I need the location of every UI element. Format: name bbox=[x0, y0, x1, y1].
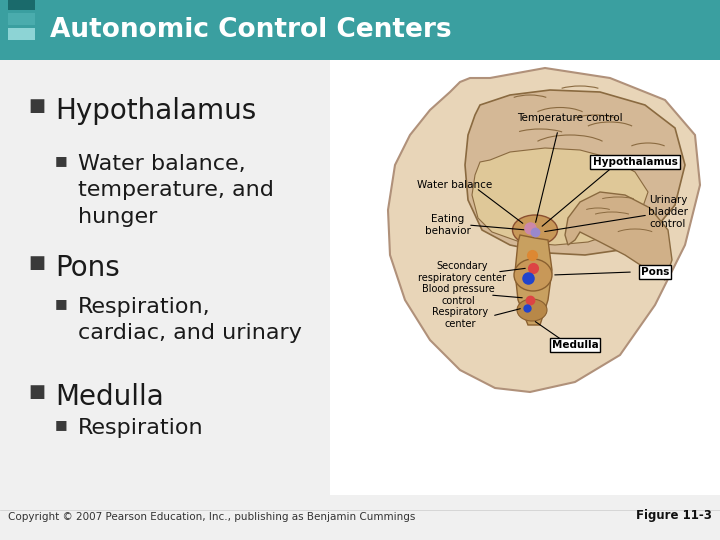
Text: Eating
behavior: Eating behavior bbox=[425, 214, 471, 236]
Text: ■: ■ bbox=[55, 418, 68, 431]
Text: Medulla: Medulla bbox=[55, 383, 163, 411]
Ellipse shape bbox=[513, 215, 557, 245]
Bar bbox=[8, 0, 35, 10]
Text: ■: ■ bbox=[28, 383, 45, 401]
Text: Blood pressure
control: Blood pressure control bbox=[422, 284, 495, 306]
Text: Hypothalamus: Hypothalamus bbox=[55, 97, 256, 125]
Ellipse shape bbox=[525, 241, 545, 259]
Text: Pons: Pons bbox=[55, 254, 120, 282]
Text: Respiration,
cardiac, and urinary: Respiration, cardiac, and urinary bbox=[78, 297, 302, 343]
Ellipse shape bbox=[517, 299, 547, 321]
Text: Copyright © 2007 Pearson Education, Inc., publishing as Benjamin Cummings: Copyright © 2007 Pearson Education, Inc.… bbox=[8, 512, 415, 522]
Text: Medulla: Medulla bbox=[552, 340, 598, 350]
Bar bbox=[330, 55, 720, 495]
PathPatch shape bbox=[388, 68, 700, 392]
Text: Urinary
bladder
control: Urinary bladder control bbox=[648, 195, 688, 228]
Text: Pons: Pons bbox=[641, 267, 669, 277]
Text: ■: ■ bbox=[28, 254, 45, 272]
Text: ■: ■ bbox=[55, 297, 68, 310]
Ellipse shape bbox=[514, 259, 552, 291]
Text: ■: ■ bbox=[55, 154, 68, 167]
Text: Temperature control: Temperature control bbox=[517, 113, 623, 123]
Bar bbox=[0, 0, 720, 60]
PathPatch shape bbox=[515, 235, 552, 325]
Text: Respiration: Respiration bbox=[78, 418, 204, 438]
Text: ■: ■ bbox=[28, 97, 45, 115]
PathPatch shape bbox=[465, 90, 685, 255]
Bar bbox=[8, 13, 35, 25]
Text: Water balance,
temperature, and
hunger: Water balance, temperature, and hunger bbox=[78, 154, 274, 227]
Text: Hypothalamus: Hypothalamus bbox=[593, 157, 678, 167]
Text: Respiratory
center: Respiratory center bbox=[432, 307, 488, 329]
Text: Water balance: Water balance bbox=[418, 180, 492, 190]
Text: Figure 11-3: Figure 11-3 bbox=[636, 509, 712, 522]
Bar bbox=[8, 28, 35, 40]
Text: Secondary
respiratory center: Secondary respiratory center bbox=[418, 261, 506, 283]
Text: Autonomic Control Centers: Autonomic Control Centers bbox=[50, 17, 451, 43]
PathPatch shape bbox=[472, 148, 648, 245]
PathPatch shape bbox=[565, 192, 672, 280]
